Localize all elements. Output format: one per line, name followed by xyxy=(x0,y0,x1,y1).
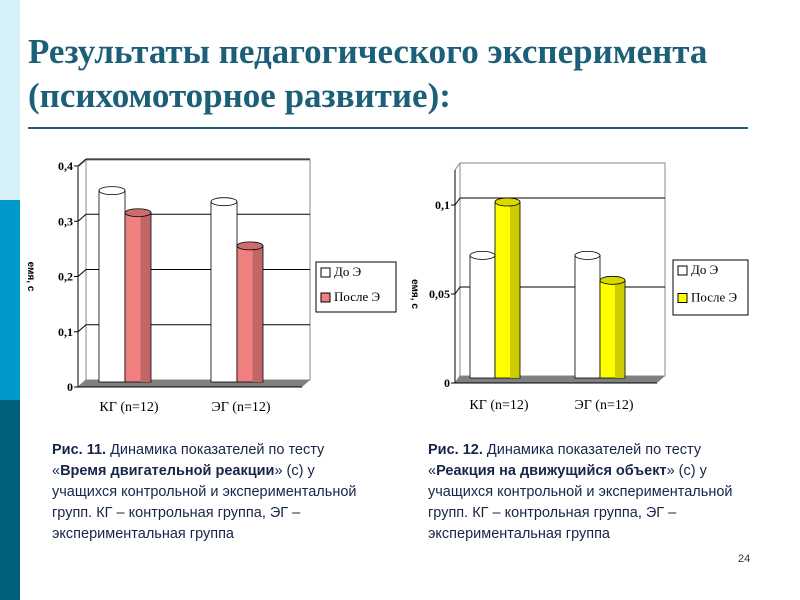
bar-after xyxy=(236,241,264,383)
y-tick-label: 0,2 xyxy=(58,270,73,284)
bar-top xyxy=(574,250,601,260)
chart-side-wall-edge xyxy=(454,162,461,171)
bar-top xyxy=(210,197,238,207)
bar-body xyxy=(574,254,601,379)
y-tick-label: 0,3 xyxy=(58,214,73,228)
y-tick-label: 0,05 xyxy=(429,287,450,301)
bar-top xyxy=(236,241,264,251)
gridline-side xyxy=(454,286,461,295)
page-number: 24 xyxy=(738,553,751,565)
bar-after xyxy=(124,208,152,383)
bar-shade xyxy=(252,245,263,382)
bar-top xyxy=(494,197,521,207)
legend-swatch xyxy=(320,292,331,303)
y-tick-label: 0,4 xyxy=(58,159,73,173)
legend-label: До Э xyxy=(691,262,719,277)
title-underline xyxy=(28,127,748,129)
bar-top xyxy=(98,186,126,196)
x-category-label: ЭГ (n=12) xyxy=(211,400,270,415)
gridline-side xyxy=(77,158,87,167)
chart-side-wall-edge xyxy=(77,159,87,168)
caption-text: Динамика показателей по тесту « xyxy=(428,442,702,479)
x-category-label: ЭГ (n=12) xyxy=(574,398,633,413)
caption-fig-label: Рис. 12. xyxy=(428,442,483,458)
y-tick-label: 0,1 xyxy=(58,325,73,339)
bar-top xyxy=(469,250,496,260)
decor-band-dark xyxy=(0,400,20,600)
caption-fig-label: Рис. 11. xyxy=(52,442,107,458)
bar-after xyxy=(599,275,626,379)
y-axis-label: емя, с xyxy=(25,262,36,292)
legend-swatch xyxy=(677,265,688,276)
caption-text: » (с) у учащихся контрольной и экспериме… xyxy=(52,463,357,542)
bar-top xyxy=(599,275,626,285)
bar-before xyxy=(469,250,496,379)
decor-band-mid xyxy=(0,200,20,400)
x-category-label: КГ (n=12) xyxy=(469,398,528,413)
y-tick-label: 0,1 xyxy=(435,198,450,212)
gridline-side xyxy=(77,324,87,333)
decor-band-light xyxy=(0,0,20,200)
caption-text: » (с) у учащихся контрольной и экспериме… xyxy=(428,463,733,542)
chart-1: 0 0,1 0,2 0,3 0,4 емя, с КГ (n=12) ЭГ (n=12) До … xyxy=(25,158,397,415)
bar-shade xyxy=(140,212,151,382)
bar-body xyxy=(98,190,126,383)
y-tick-label: 0 xyxy=(67,380,73,394)
bar-before xyxy=(574,250,601,379)
y-axis-label: емя, с xyxy=(409,279,420,309)
gridline-side xyxy=(77,269,87,277)
bar-after xyxy=(494,197,521,379)
bar-top xyxy=(124,208,152,218)
caption-fig-12: Рис. 12. Динамика показателей по тесту «… xyxy=(428,440,748,545)
bar-before xyxy=(210,197,238,383)
gridline-side xyxy=(454,197,461,206)
chart-2: 0 0,05 0,1 емя, с КГ (n=12) ЭГ (n=12) До Э Посл… xyxy=(409,162,749,413)
legend-label: После Э xyxy=(691,290,737,305)
bar-shade xyxy=(510,202,520,378)
caption-test-name: Реакция на движущийся объект xyxy=(436,463,667,479)
bar-body xyxy=(469,254,496,379)
y-tick-label: 0 xyxy=(444,376,450,390)
legend-swatch xyxy=(320,267,331,278)
legend-swatch xyxy=(677,293,688,303)
caption-text: Динамика показателей по тесту « xyxy=(52,442,325,479)
slide-title: Результаты педагогического эксперимента … xyxy=(28,32,708,115)
bar-shade xyxy=(615,280,625,378)
gridline-side xyxy=(77,213,87,222)
bar-before xyxy=(98,186,126,383)
legend-label: После Э xyxy=(334,289,380,304)
bar-body xyxy=(210,201,238,383)
x-category-label: КГ (n=12) xyxy=(99,400,158,415)
legend-label: До Э xyxy=(334,264,362,279)
caption-fig-11: Рис. 11. Динамика показателей по тесту «… xyxy=(52,440,372,545)
caption-test-name: Время двигательной реакции xyxy=(60,463,275,479)
